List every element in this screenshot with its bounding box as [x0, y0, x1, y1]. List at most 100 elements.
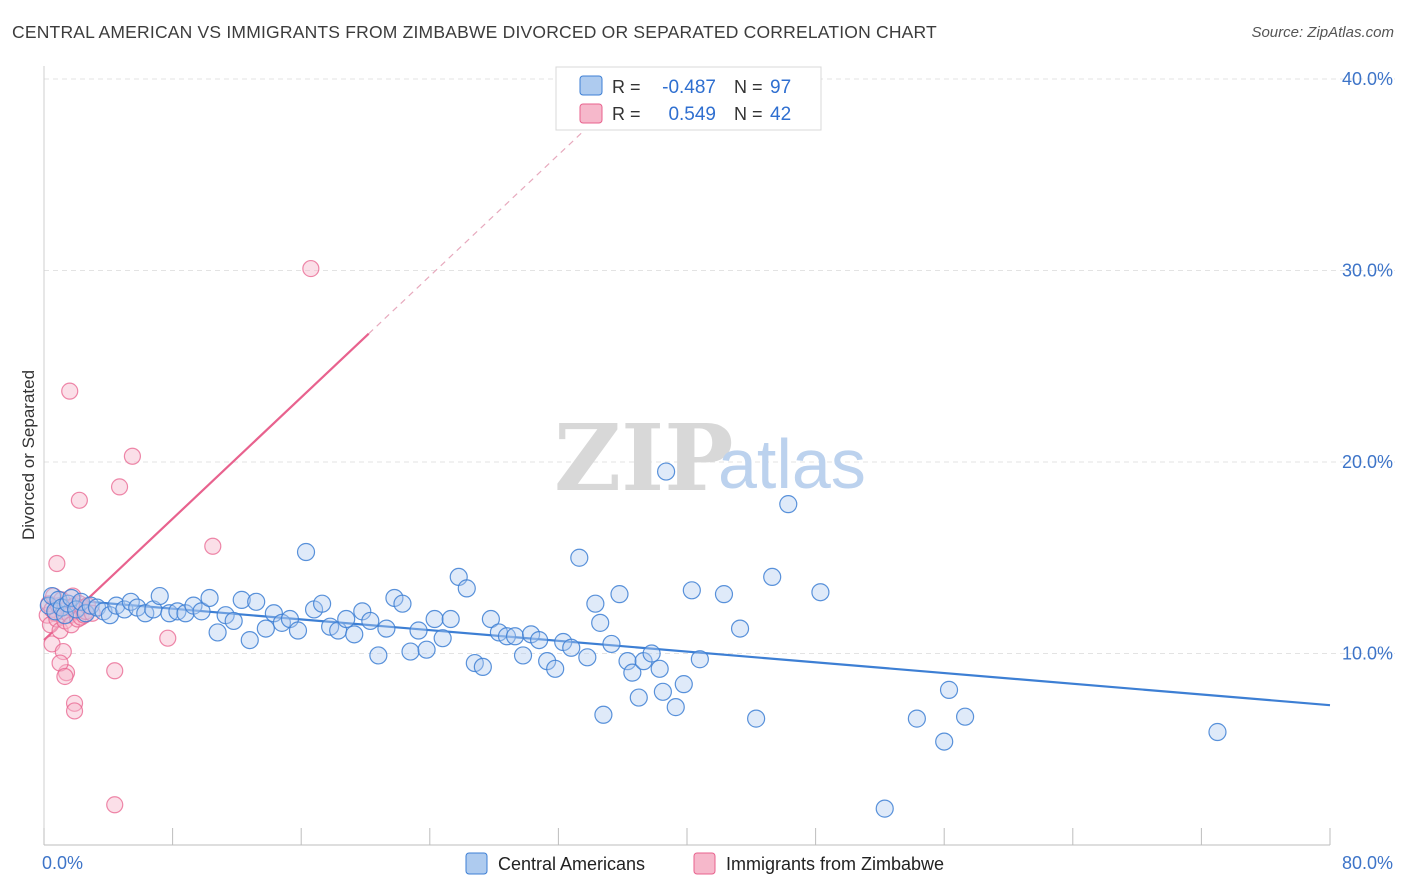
- legend-n-label-2: N =: [734, 104, 763, 124]
- central-american-point-30: [224, 611, 243, 631]
- central-american-point-92: [714, 585, 734, 604]
- legend-label-zimbabwe: Immigrants from Zimbabwe: [726, 854, 944, 874]
- central-american-point-65: [505, 627, 525, 646]
- central-american-point-27: [200, 588, 219, 608]
- central-american-point-98: [875, 799, 894, 818]
- central-american-point-77: [594, 705, 613, 724]
- central-american-point-21: [150, 586, 169, 606]
- legend-n-label-1: N =: [734, 77, 763, 97]
- legend-r-value-1: -0.487: [662, 77, 716, 98]
- legend-r-value-2: 0.549: [668, 104, 716, 125]
- central-american-points: [39, 462, 1227, 818]
- watermark-atlas: atlas: [718, 425, 866, 503]
- zimbabwe-point-29: [48, 554, 66, 573]
- central-american-point-90: [682, 581, 701, 600]
- central-american-point-53: [409, 621, 428, 640]
- central-american-point-78: [602, 634, 621, 654]
- x-tick-label-end: 80.0%: [1342, 853, 1393, 873]
- central-american-point-75: [586, 594, 605, 613]
- zimbabwe-point-37: [110, 478, 129, 496]
- x-tick-label-start: 0.0%: [42, 853, 83, 873]
- y-tick-label-2: 30.0%: [1342, 261, 1393, 281]
- central-american-point-88: [666, 698, 685, 717]
- central-american-point-95: [763, 567, 782, 587]
- zimbabwe-point-32: [61, 382, 79, 400]
- central-american-point-84: [642, 644, 661, 663]
- central-american-point-99: [907, 709, 926, 728]
- legend-swatch-central-americans: [465, 852, 488, 875]
- axes: [43, 66, 1331, 846]
- y-tick-labels: 10.0% 20.0% 30.0% 40.0%: [1342, 69, 1393, 664]
- central-american-point-51: [393, 594, 412, 613]
- central-american-point-68: [530, 630, 549, 650]
- central-american-point-32: [240, 630, 259, 650]
- series-legend: Central Americans Immigrants from Zimbab…: [465, 852, 944, 875]
- pink-swatch: [579, 103, 603, 124]
- trend-line-zimbabwe: [43, 332, 370, 641]
- legend-r-label-2: R =: [612, 104, 641, 124]
- chart-title: CENTRAL AMERICAN VS IMMIGRANTS FROM ZIMB…: [12, 22, 937, 42]
- central-american-point-100: [935, 732, 954, 751]
- zimbabwe-point-30: [51, 654, 69, 672]
- central-american-point-31: [232, 590, 251, 609]
- central-american-point-39: [296, 542, 316, 562]
- central-american-point-86: [653, 682, 672, 701]
- trend-line-central-americans: [43, 596, 1331, 707]
- central-american-point-101: [939, 680, 959, 699]
- central-american-point-80: [618, 652, 637, 671]
- central-american-point-48: [369, 646, 388, 665]
- trend-lines: [43, 78, 1331, 707]
- zimbabwe-point-36: [106, 662, 124, 680]
- zimbabwe-point-38: [123, 447, 142, 465]
- blue-swatch: [579, 75, 603, 96]
- zimbabwe-point-35: [70, 491, 88, 509]
- central-american-point-79: [610, 585, 629, 604]
- central-american-point-5: [55, 606, 74, 625]
- central-american-point-76: [591, 613, 610, 632]
- zimbabwe-point-34: [65, 702, 84, 720]
- central-american-point-62: [481, 609, 500, 629]
- central-american-point-72: [562, 638, 581, 657]
- central-american-point-57: [441, 609, 460, 629]
- gridlines: [44, 78, 1395, 654]
- central-american-point-74: [578, 648, 597, 667]
- central-american-point-49: [377, 619, 396, 638]
- central-american-point-103: [1208, 722, 1227, 742]
- central-american-point-44: [337, 609, 356, 629]
- central-american-point-89: [674, 675, 693, 694]
- central-american-point-59: [457, 579, 476, 598]
- central-american-point-81: [623, 663, 642, 682]
- central-american-point-26: [192, 602, 211, 621]
- legend-n-value-1: 97: [770, 77, 791, 98]
- central-american-point-73: [570, 548, 589, 567]
- central-american-point-82: [629, 688, 648, 707]
- y-tick-label-1: 20.0%: [1342, 452, 1393, 472]
- legend-r-label-1: R =: [612, 77, 641, 97]
- central-american-point-96: [779, 495, 798, 514]
- central-american-point-91: [690, 650, 709, 669]
- zimbabwe-point-41: [302, 259, 320, 278]
- central-american-point-102: [955, 707, 975, 726]
- central-american-point-47: [361, 611, 380, 631]
- legend-n-value-2: 42: [770, 104, 791, 125]
- stats-legend: R = -0.487 N = 97 R = 0.549 N = 42: [555, 66, 822, 131]
- central-american-point-61: [473, 657, 492, 677]
- zimbabwe-point-42: [106, 796, 124, 814]
- zimbabwe-point-39: [159, 629, 177, 647]
- y-tick-label-3: 40.0%: [1342, 69, 1393, 89]
- zimbabwe-point-31: [56, 667, 74, 686]
- central-american-point-55: [425, 609, 444, 629]
- central-american-point-34: [256, 619, 275, 638]
- central-american-point-94: [747, 709, 766, 728]
- central-american-point-93: [730, 619, 750, 638]
- source-label: Source: ZipAtlas.com: [1251, 24, 1394, 41]
- central-american-point-38: [288, 621, 308, 640]
- central-american-point-66: [513, 646, 533, 665]
- central-american-point-52: [401, 642, 420, 661]
- central-american-point-85: [650, 659, 669, 678]
- y-axis-label: Divorced or Separated: [19, 370, 38, 540]
- y-tick-label-0: 10.0%: [1342, 644, 1393, 664]
- central-american-point-97: [811, 583, 830, 602]
- x-tick-labels: 0.0% 80.0%: [42, 853, 1393, 873]
- watermark-zip: ZIP: [554, 404, 733, 512]
